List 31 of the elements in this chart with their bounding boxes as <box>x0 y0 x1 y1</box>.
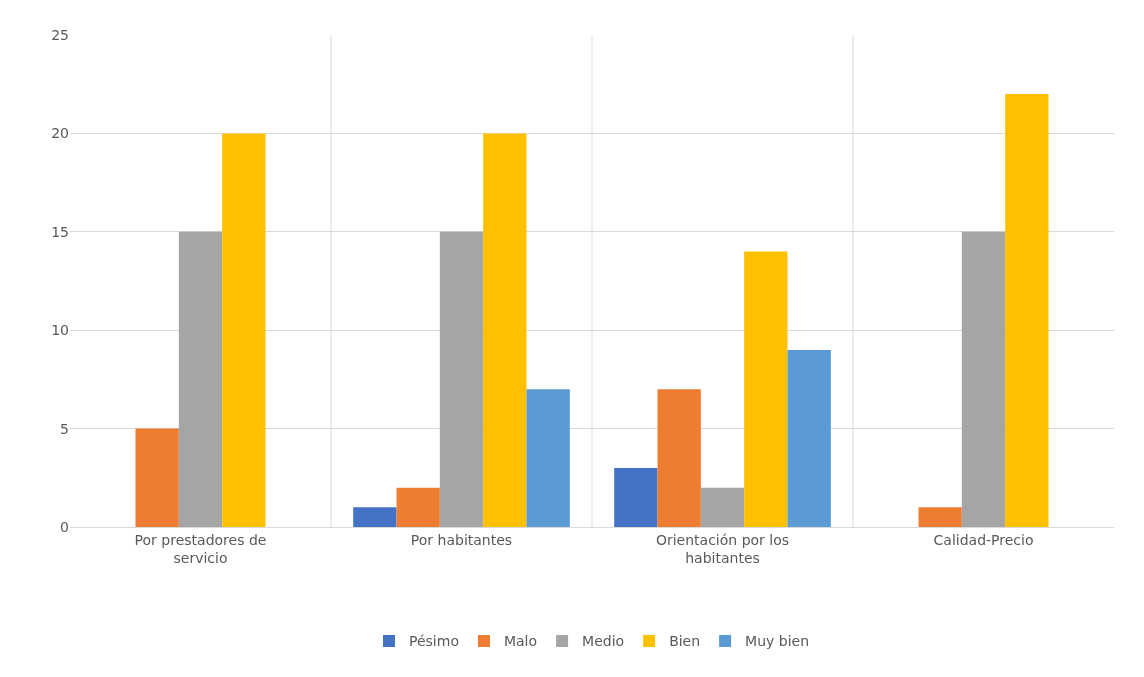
bar <box>961 231 1006 527</box>
bar <box>483 133 527 527</box>
bar <box>222 133 266 527</box>
bar <box>353 507 397 527</box>
bar <box>396 487 440 527</box>
y-tick-label: 25 <box>51 26 69 43</box>
legend-label: Medio <box>582 633 625 650</box>
y-tick-label: 5 <box>60 420 69 437</box>
bar <box>1005 94 1049 527</box>
y-tick-label: 0 <box>60 518 69 535</box>
bar <box>918 507 962 527</box>
x-tick-label: Orientación por los habitantes <box>655 531 790 566</box>
bar <box>657 389 701 527</box>
bar <box>744 251 788 527</box>
bar <box>700 487 745 527</box>
legend-label: Pésimo <box>409 633 459 650</box>
bar <box>178 231 223 527</box>
y-tick-label: 20 <box>51 125 69 142</box>
bar <box>439 231 484 527</box>
x-tick-label: Calidad-Precio <box>933 531 1034 548</box>
y-tick-label: 15 <box>51 223 69 240</box>
legend-label: Muy bien <box>745 633 810 650</box>
y-tick-label: 10 <box>51 322 69 339</box>
x-tick-label: Por prestadores de servicio <box>134 531 267 566</box>
bar <box>526 389 570 527</box>
bar <box>135 428 179 527</box>
legend-label: Malo <box>503 633 538 650</box>
x-tick-label: Por habitantes <box>410 531 513 548</box>
bar <box>787 349 831 527</box>
legend-label: Bien <box>669 633 701 650</box>
bar <box>614 467 658 527</box>
